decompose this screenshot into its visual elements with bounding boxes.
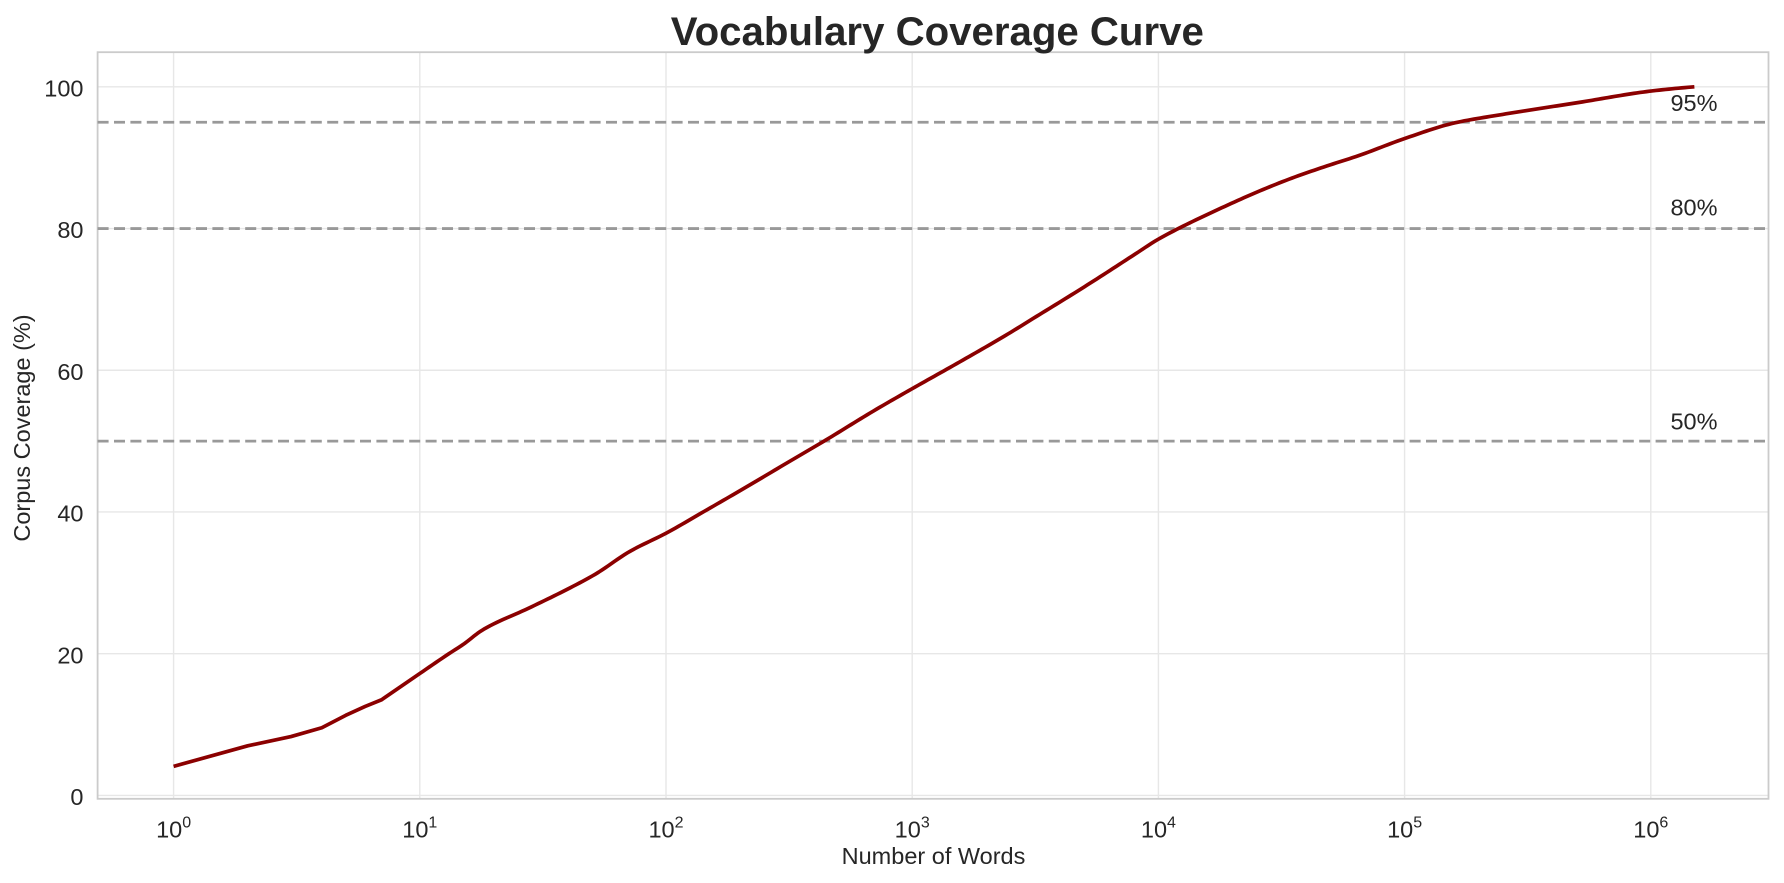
svg-text:40: 40 — [57, 501, 83, 527]
svg-text:80%: 80% — [1670, 194, 1717, 220]
svg-text:95%: 95% — [1670, 90, 1717, 116]
svg-text:0: 0 — [70, 784, 83, 810]
svg-text:20: 20 — [57, 642, 83, 668]
svg-text:Corpus Coverage (%): Corpus Coverage (%) — [9, 314, 35, 541]
svg-text:50%: 50% — [1670, 409, 1717, 435]
svg-text:80: 80 — [57, 217, 83, 243]
svg-text:100: 100 — [44, 75, 83, 101]
svg-text:Vocabulary Coverage Curve: Vocabulary Coverage Curve — [671, 9, 1204, 54]
svg-text:60: 60 — [57, 359, 83, 385]
svg-text:Number of Words: Number of Words — [842, 843, 1026, 869]
